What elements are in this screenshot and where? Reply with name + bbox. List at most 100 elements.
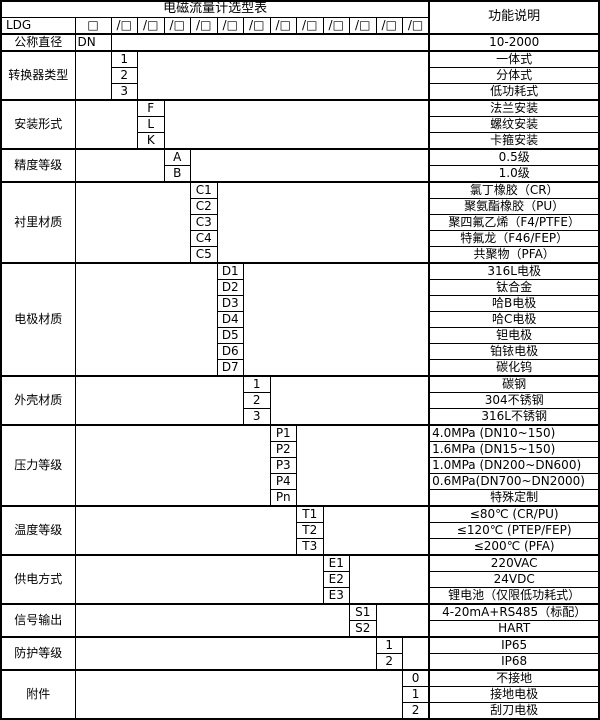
model-code-slot: /□ <box>137 17 165 35</box>
option-code: L <box>137 116 165 133</box>
spacer-cell <box>163 99 430 150</box>
option-description: 1.0MPa (DN200~DN600) <box>428 457 600 474</box>
option-description: 螺纹安装 <box>428 116 600 133</box>
model-prefix: LDG <box>0 17 76 35</box>
option-description: 法兰安装 <box>428 99 600 117</box>
section-label: 衬里材质 <box>0 181 76 264</box>
option-description: 0.5级 <box>428 148 600 166</box>
option-description: 10-2000 <box>428 33 600 52</box>
spacer-cell <box>137 50 430 101</box>
section-label: 温度等级 <box>0 505 76 556</box>
option-code: D2 <box>216 279 244 296</box>
option-description: 接地电极 <box>428 686 600 703</box>
option-description: 碳化钨 <box>428 359 600 377</box>
option-description: ≤200℃ (PFA) <box>428 538 600 556</box>
option-code: 1 <box>110 50 138 68</box>
option-code: F <box>137 99 165 117</box>
model-code-slot: /□ <box>296 17 324 35</box>
option-code: 1 <box>375 636 403 654</box>
model-code-slot: /□ <box>216 17 244 35</box>
option-code: K <box>137 132 165 150</box>
option-description: 一体式 <box>428 50 600 68</box>
option-code: D1 <box>216 262 244 280</box>
option-description: 聚四氟乙烯（F4/PTFE） <box>428 214 600 231</box>
option-code: 3 <box>243 408 271 426</box>
model-code-box: □ <box>74 17 112 35</box>
option-code: 2 <box>402 702 430 720</box>
option-code: 2 <box>243 392 271 409</box>
section-power-supply: 供电方式 E1 220VAC <box>0 554 600 605</box>
option-code: T3 <box>296 538 324 556</box>
section-label: 安装形式 <box>0 99 76 150</box>
option-description: 0.6MPa(DN700~DN2000) <box>428 473 600 490</box>
option-description: 4.0MPa (DN10~150) <box>428 424 600 442</box>
section-label: 公称直径 <box>0 33 76 52</box>
model-code-slot: /□ <box>322 17 350 35</box>
spacer-cell <box>74 148 165 183</box>
option-code: C3 <box>190 214 218 231</box>
option-code: P4 <box>269 473 297 490</box>
option-description: 1.6MPa (DN15~150) <box>428 441 600 458</box>
section-temperature-rating: 温度等级 T1 ≤80℃ (CR/PU) <box>0 505 600 556</box>
model-code-slot: /□ <box>243 17 271 35</box>
spacer-cell <box>74 636 377 671</box>
model-code-slot: /□ <box>349 17 377 35</box>
spacer-cell <box>243 262 430 377</box>
option-code: D6 <box>216 343 244 360</box>
option-description: 低功耗式 <box>428 83 600 101</box>
spacer-cell <box>216 181 430 264</box>
option-description: IP65 <box>428 636 600 654</box>
option-description: 1.0级 <box>428 165 600 183</box>
section-accessories: 附件 0 不接地 <box>0 669 600 720</box>
option-description: 氯丁橡胶（CR） <box>428 181 600 199</box>
option-code: B <box>163 165 191 183</box>
spacer-cell <box>349 554 430 605</box>
option-code: S1 <box>349 603 377 621</box>
model-code-slot: /□ <box>402 17 430 35</box>
option-description: 316L不锈钢 <box>428 408 600 426</box>
option-description: 特殊定制 <box>428 489 600 507</box>
spacer-cell <box>74 424 271 507</box>
option-code: D5 <box>216 327 244 344</box>
option-description: 共聚物（PFA） <box>428 246 600 264</box>
option-description: 304不锈钢 <box>428 392 600 409</box>
section-label: 外壳材质 <box>0 375 76 426</box>
section-housing-material: 外壳材质 1 碳钢 <box>0 375 600 426</box>
option-code: E2 <box>322 571 350 588</box>
section-signal-output: 信号输出 S1 4-20mA+RS485（标配） <box>0 603 600 638</box>
section-label: 转换器类型 <box>0 50 76 101</box>
option-code: P1 <box>269 424 297 442</box>
section-pressure-rating: 压力等级 P1 4.0MPa (DN10~150) <box>0 424 600 507</box>
option-code: 1 <box>243 375 271 393</box>
spacer-cell <box>74 50 112 101</box>
spacer-cell <box>74 603 350 638</box>
option-description: 220VAC <box>428 554 600 572</box>
model-code-slot: /□ <box>269 17 297 35</box>
section-label: 电极材质 <box>0 262 76 377</box>
option-description: 24VDC <box>428 571 600 588</box>
option-code: Pn <box>269 489 297 507</box>
spacer-cell <box>74 181 191 264</box>
option-code: 3 <box>110 83 138 101</box>
model-code-slot: /□ <box>163 17 191 35</box>
section-accuracy-class: 精度等级 A 0.5级 <box>0 148 600 183</box>
section-label: 附件 <box>0 669 76 720</box>
section-label: 精度等级 <box>0 148 76 183</box>
spacer-cell <box>190 148 430 183</box>
option-description: 铂铱电极 <box>428 343 600 360</box>
page-title: 电磁流量计选型表 <box>0 0 430 18</box>
option-code: T2 <box>296 522 324 539</box>
model-code-slot: /□ <box>375 17 403 35</box>
option-code: D4 <box>216 311 244 328</box>
option-description: 钽电极 <box>428 327 600 344</box>
option-description: ≤120℃ (PTEP/FEP) <box>428 522 600 539</box>
section-label: 供电方式 <box>0 554 76 605</box>
option-code: C5 <box>190 246 218 264</box>
option-description: IP68 <box>428 653 600 671</box>
model-code-slot: /□ <box>110 17 138 35</box>
option-description: 碳钢 <box>428 375 600 393</box>
section-nominal-diameter: 公称直径 DN 10-2000 <box>0 33 600 52</box>
model-code-slot: /□ <box>190 17 218 35</box>
section-converter-type: 转换器类型 1 一体式 <box>0 50 600 101</box>
option-code: 1 <box>402 686 430 703</box>
